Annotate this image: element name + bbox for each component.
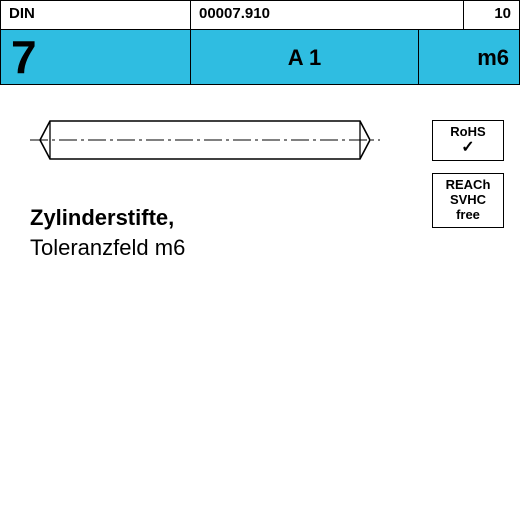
check-icon: ✓ [433, 140, 503, 156]
pin-drawing [30, 115, 380, 165]
reach-badge: REACh SVHC free [432, 173, 504, 228]
tolerance-code: m6 [419, 30, 519, 84]
rohs-badge: RoHS ✓ [432, 120, 504, 161]
header-table: DIN 00007.910 10 7 A 1 m6 [0, 0, 520, 85]
description-line-2: Toleranzfeld m6 [30, 235, 500, 261]
reach-line-1: REACh [433, 178, 503, 193]
header-row-2: 7 A 1 m6 [1, 29, 519, 84]
description-block: Zylinderstifte, Toleranzfeld m6 [30, 205, 500, 261]
reach-line-3: free [433, 208, 503, 223]
description-line-1: Zylinderstifte, [30, 205, 500, 231]
article-code: 00007.910 [191, 1, 464, 29]
din-number: 7 [1, 30, 191, 84]
revision-number: 10 [464, 1, 519, 29]
compliance-badges: RoHS ✓ REACh SVHC free [432, 120, 504, 240]
standard-label: DIN [1, 1, 191, 29]
rohs-label: RoHS [433, 125, 503, 140]
reach-line-2: SVHC [433, 193, 503, 208]
header-row-1: DIN 00007.910 10 [1, 1, 519, 29]
material-code: A 1 [191, 30, 419, 84]
